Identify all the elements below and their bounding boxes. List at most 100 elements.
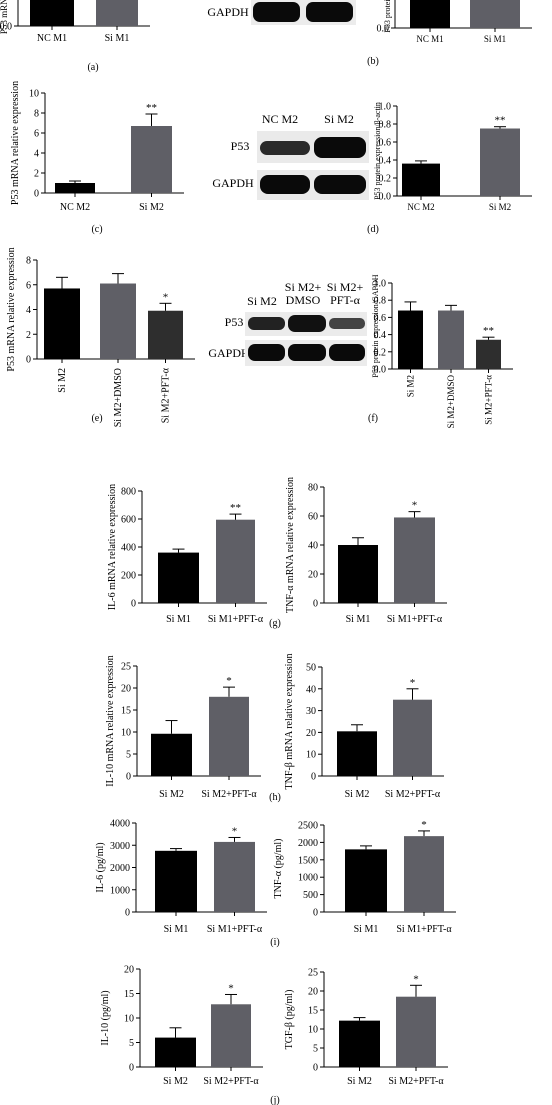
y-axis-label: P53 mRNA relative expression: [6, 247, 17, 371]
x-tick-label: Si M2+PFT-α: [484, 375, 494, 425]
x-tick-label: NC M1: [37, 33, 67, 44]
x-tick-label: Si M2: [347, 1076, 372, 1087]
y-tick-label: 1.0: [374, 279, 387, 290]
y-tick-label: 600: [121, 515, 136, 526]
y-tick-label: 2: [34, 169, 39, 180]
bar: [396, 996, 436, 1067]
bar: [404, 836, 444, 912]
x-tick-label: NC M2: [407, 202, 434, 212]
y-tick-label: 10: [29, 89, 39, 100]
y-axis-label: IL-6 (pg/ml): [95, 842, 106, 892]
y-tick-label: 0: [26, 355, 31, 366]
chart-j1: 0 5 10 15 20 IL-10 (pg/ml) Si M2 * Si M2+PFT-α: [100, 965, 263, 1087]
chart-i2: 0 500 1000 1500 2000 2500 TNF-α (pg/ml) Si M1 * S…: [273, 819, 456, 935]
y-axis-label: TNF-β mRNA relative expression: [284, 654, 295, 790]
blot-row-label-p53: P53: [225, 315, 244, 329]
y-tick-label: 10: [308, 1025, 318, 1036]
blot-band-gapdh: [248, 344, 285, 361]
western-blot-f: Si M2 Si M2+ DMSO Si M2+ PFT-α P53 GAPDH: [208, 280, 367, 366]
bar: [214, 841, 255, 912]
panel-label-d: (d): [367, 224, 379, 235]
bar: [96, 0, 138, 26]
significance-marker: *: [232, 825, 238, 837]
panel-label-a: (a): [87, 62, 98, 73]
y-tick-label: 0.0: [374, 365, 387, 376]
x-tick-label: Si M2: [489, 202, 511, 212]
significance-marker: *: [410, 677, 416, 689]
significance-marker: *: [413, 973, 419, 985]
x-tick-label: Si M2: [345, 789, 370, 800]
y-axis-label: P53 protein expression/β-actin: [373, 102, 382, 200]
y-axis-label: P53 mRNA: [0, 0, 9, 34]
blot-band-gapdh: [329, 344, 365, 361]
y-tick-label: 2000: [110, 863, 130, 874]
bar: [393, 699, 432, 776]
y-tick-label: 1000: [298, 873, 318, 884]
x-tick-label: Si M2: [406, 375, 416, 397]
y-tick-label: 50: [306, 663, 316, 674]
blot-row-label-gapdh: GAPDH: [208, 346, 250, 360]
bar: [55, 183, 95, 193]
blot-band-p53: [288, 315, 326, 332]
significance-marker: **: [483, 325, 494, 337]
bar: [402, 163, 440, 196]
y-tick-label: 15: [121, 706, 131, 717]
significance-marker: *: [163, 291, 169, 303]
y-tick-label: 2: [26, 330, 31, 341]
blot-row-label-gapdh: GAPDH: [212, 176, 254, 190]
y-tick-label: 0.4: [374, 330, 387, 341]
bar: [151, 733, 192, 776]
blot-row-label-p53: P53: [231, 139, 250, 153]
bar: [394, 517, 435, 603]
significance-marker: *: [228, 982, 234, 994]
y-tick-label: 25: [308, 968, 318, 979]
x-tick-label: Si M1: [164, 924, 189, 935]
bar: [338, 545, 378, 603]
x-tick-label: Si M1+PFT-α: [207, 924, 263, 935]
y-tick-label: 400: [121, 543, 136, 554]
chart-h1: 0 5 10 15 20 25 IL-10 mRNA relative expression…: [105, 655, 261, 800]
panel-label-i: (i): [270, 937, 279, 948]
blot-band: [306, 2, 353, 22]
bar: [337, 731, 377, 776]
y-tick-label: 0: [34, 189, 39, 200]
blot-band-p53: [329, 318, 365, 329]
y-axis-label: P53 mRNA relative expression: [10, 81, 21, 205]
x-tick-label: Si M2+DMSO: [113, 368, 124, 427]
y-tick-label: 200: [121, 571, 136, 582]
y-tick-label: 0: [313, 599, 318, 610]
bar: [131, 126, 172, 193]
y-tick-label: 0.2: [379, 174, 392, 185]
y-tick-label: 6: [26, 280, 31, 291]
bar: [100, 283, 136, 359]
x-tick-label: Si M1: [484, 34, 506, 44]
significance-marker: *: [412, 500, 418, 512]
x-tick-label: Si M2: [159, 789, 184, 800]
y-axis-label: IL-10 (pg/ml): [100, 990, 111, 1045]
y-tick-label: 0.6: [374, 313, 387, 324]
blot-band-p53-nc: [260, 141, 310, 155]
bar: [148, 310, 183, 359]
significance-marker: **: [230, 502, 241, 514]
y-tick-label: 10: [306, 750, 316, 761]
y-tick-label: 20: [124, 965, 134, 976]
x-tick-label: Si M1: [346, 614, 371, 625]
y-tick-label: 20: [308, 570, 318, 581]
y-tick-label: 60: [308, 512, 318, 523]
x-tick-label: NC M2: [60, 202, 90, 213]
x-tick-label: Si M1: [354, 924, 379, 935]
y-tick-label: 0.2: [374, 347, 387, 358]
significance-marker: *: [226, 675, 232, 687]
western-blot-d: NC M2 Si M2 P53 GAPDH: [212, 112, 369, 200]
y-tick-label: 40: [308, 541, 318, 552]
blot-lane-label-si-m2: Si M2: [247, 294, 277, 308]
x-tick-label: Si M1: [105, 33, 130, 44]
y-tick-label: 500: [303, 890, 318, 901]
chart-e: 0 2 4 6 8 P53 mRNA relative expression Si M2 Si…: [6, 247, 195, 427]
y-tick-label: 6: [34, 129, 39, 140]
y-tick-label: 0.8: [379, 120, 392, 131]
blot-band-p53-si: [314, 137, 366, 158]
y-tick-label: 1000: [110, 885, 130, 896]
